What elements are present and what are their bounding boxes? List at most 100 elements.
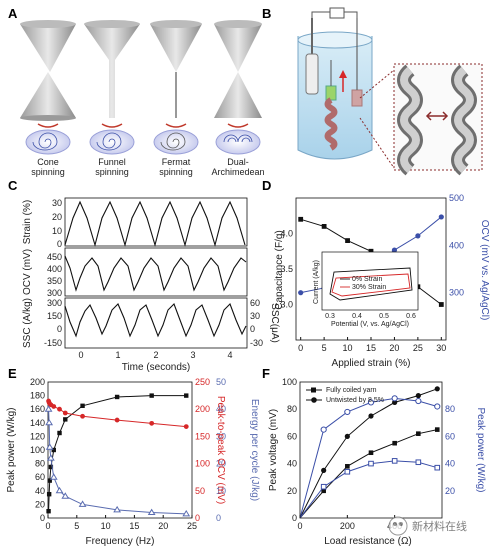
cv-inset: 0% Strain 30% Strain 0.3 0.4 0.5 0.6 Pot… (313, 251, 419, 328)
d-x-tick-label: 30 (436, 343, 446, 353)
e-y2-tick-label: 50 (195, 486, 205, 496)
ssc-right-tick-neg30: -30 (250, 338, 263, 348)
panel-label-e: E (8, 366, 17, 381)
e-power-point (46, 492, 52, 497)
d-ocv-point (415, 233, 421, 239)
panel-c-plot: 30 20 10 0 450 400 350 300 300 150 0 -15… (22, 197, 280, 373)
e-energy-point (113, 505, 122, 513)
d-x-tick-label: 20 (389, 343, 399, 353)
f-series-line-1 (299, 388, 438, 519)
f-square-point (368, 450, 374, 456)
e-y2-tick-label: 150 (195, 431, 210, 441)
e-y3-tick-label: 20 (216, 459, 226, 469)
f-circle-point (434, 386, 440, 392)
watermark-text: 新材料在线 (412, 519, 467, 533)
strain-tick-0: 0 (57, 239, 62, 249)
ocv-axis-label: OCV (mV) (22, 249, 33, 295)
e-y3-tick-label: 30 (216, 431, 226, 441)
e-ocv-point (149, 420, 155, 426)
e-ocv-point (114, 417, 120, 423)
f-y2-tick-label: 40 (445, 459, 455, 469)
e-ocv-point (57, 406, 62, 412)
d-capacitance-point (438, 302, 444, 307)
legend-fully-coiled-yarn: Fully coiled yarn (326, 387, 377, 394)
f-open-circle-point (344, 408, 351, 416)
f-y2-tick-label: 80 (445, 404, 455, 414)
cone-spinning-label-1: Cone (37, 157, 59, 167)
ocv-tick-450: 450 (47, 252, 62, 262)
panel-b-illustration (297, 7, 483, 176)
f-square-point (416, 431, 421, 436)
cv-loop-30-strain (331, 273, 411, 297)
strain-tick-20: 20 (52, 212, 62, 222)
f-open-circle-point (391, 395, 398, 402)
ssc-tick-150: 150 (47, 311, 62, 321)
ocv-tick-400: 400 (47, 264, 62, 274)
e-y2-tick-label: 100 (195, 459, 210, 469)
e-power-point (114, 394, 120, 400)
panel-a-illustration: Cone spinning Funnel spinning Fermat spi… (20, 20, 265, 177)
e-energy-point (45, 443, 54, 450)
d-ocv-point (391, 247, 398, 253)
e-y-tick-label: 100 (30, 445, 45, 455)
e-y-tick-label: 160 (30, 404, 45, 414)
f-open-square-point (344, 468, 351, 475)
d-y2-tick-label: 300 (449, 288, 464, 298)
inset-tick-0.5: 0.5 (379, 313, 389, 320)
d-ocv-point (438, 214, 444, 220)
panel-label-f: F (262, 366, 270, 381)
e-y3-tick-label: 10 (216, 486, 226, 496)
fermat-spinning-label-2: spinning (159, 167, 193, 177)
e-energy-point (46, 454, 55, 461)
f-open-square-point (391, 458, 398, 464)
time-axis-label: Time (seconds) (122, 362, 191, 373)
d-x-tick-label: 25 (413, 343, 423, 353)
e-y3-tick-label: 0 (216, 513, 221, 523)
d-capacitance-point (321, 224, 327, 229)
f-open-square-point (434, 464, 441, 471)
ssc-right-axis-label: SSC(μA) (269, 303, 280, 343)
d-x-tick-label: 5 (322, 343, 327, 353)
applied-strain-axis-label: Applied strain (%) (332, 358, 411, 369)
e-power-point (51, 447, 56, 453)
e-power-point (48, 464, 54, 470)
d-x-tick-label: 10 (343, 343, 353, 353)
double-arrow-icon (425, 111, 449, 121)
frequency-axis-label: Frequency (Hz) (86, 536, 155, 547)
f-circle-point (344, 433, 350, 439)
f-x-tick-label: 200 (340, 521, 355, 531)
d-y-tick-label: 4.0 (280, 229, 293, 239)
rotation-arrow-icons (37, 123, 249, 128)
e-power-point (184, 393, 189, 398)
peak-to-peak-ocv-axis-label: Peak-to-peak OCV (mV) (215, 396, 226, 504)
f-open-circle-point (434, 403, 441, 410)
time-tick-0: 0 (78, 350, 83, 360)
e-x-tick-label: 5 (74, 521, 79, 531)
e-y2-tick-label: 200 (195, 404, 210, 414)
e-energy-point (78, 500, 87, 507)
d-y2-tick-label: 400 (449, 240, 464, 250)
f-y-tick-label: 0 (292, 513, 297, 523)
dual-archimedean-label-2: Archimedean (211, 167, 264, 177)
e-x-tick-label: 25 (187, 521, 197, 531)
ssc-right-tick-0: 0 (250, 324, 255, 334)
time-tick-4: 4 (227, 350, 232, 360)
ssc-tick-0: 0 (57, 324, 62, 334)
e-power-point (63, 417, 68, 422)
coiled-yarn-zoom-icon (397, 64, 477, 176)
panel-label-b: B (262, 6, 271, 21)
e-energy-point (182, 509, 191, 517)
e-series-line-0 (48, 395, 187, 512)
strain-tick-30: 30 (52, 198, 62, 208)
e-ocv-point (62, 410, 68, 416)
load-resistance-axis-label: Load resistance (Ω) (324, 536, 412, 547)
f-y2-tick-label: 60 (445, 431, 455, 441)
ocv-waveform (64, 255, 247, 292)
e-power-point (149, 393, 154, 398)
f-square-point (392, 440, 397, 446)
electrochemical-cell-icon (297, 7, 373, 160)
f-square-point (434, 427, 440, 432)
ssc-axis-label: SSC (A/kg) (22, 298, 33, 348)
ocv-tick-350: 350 (47, 276, 62, 286)
